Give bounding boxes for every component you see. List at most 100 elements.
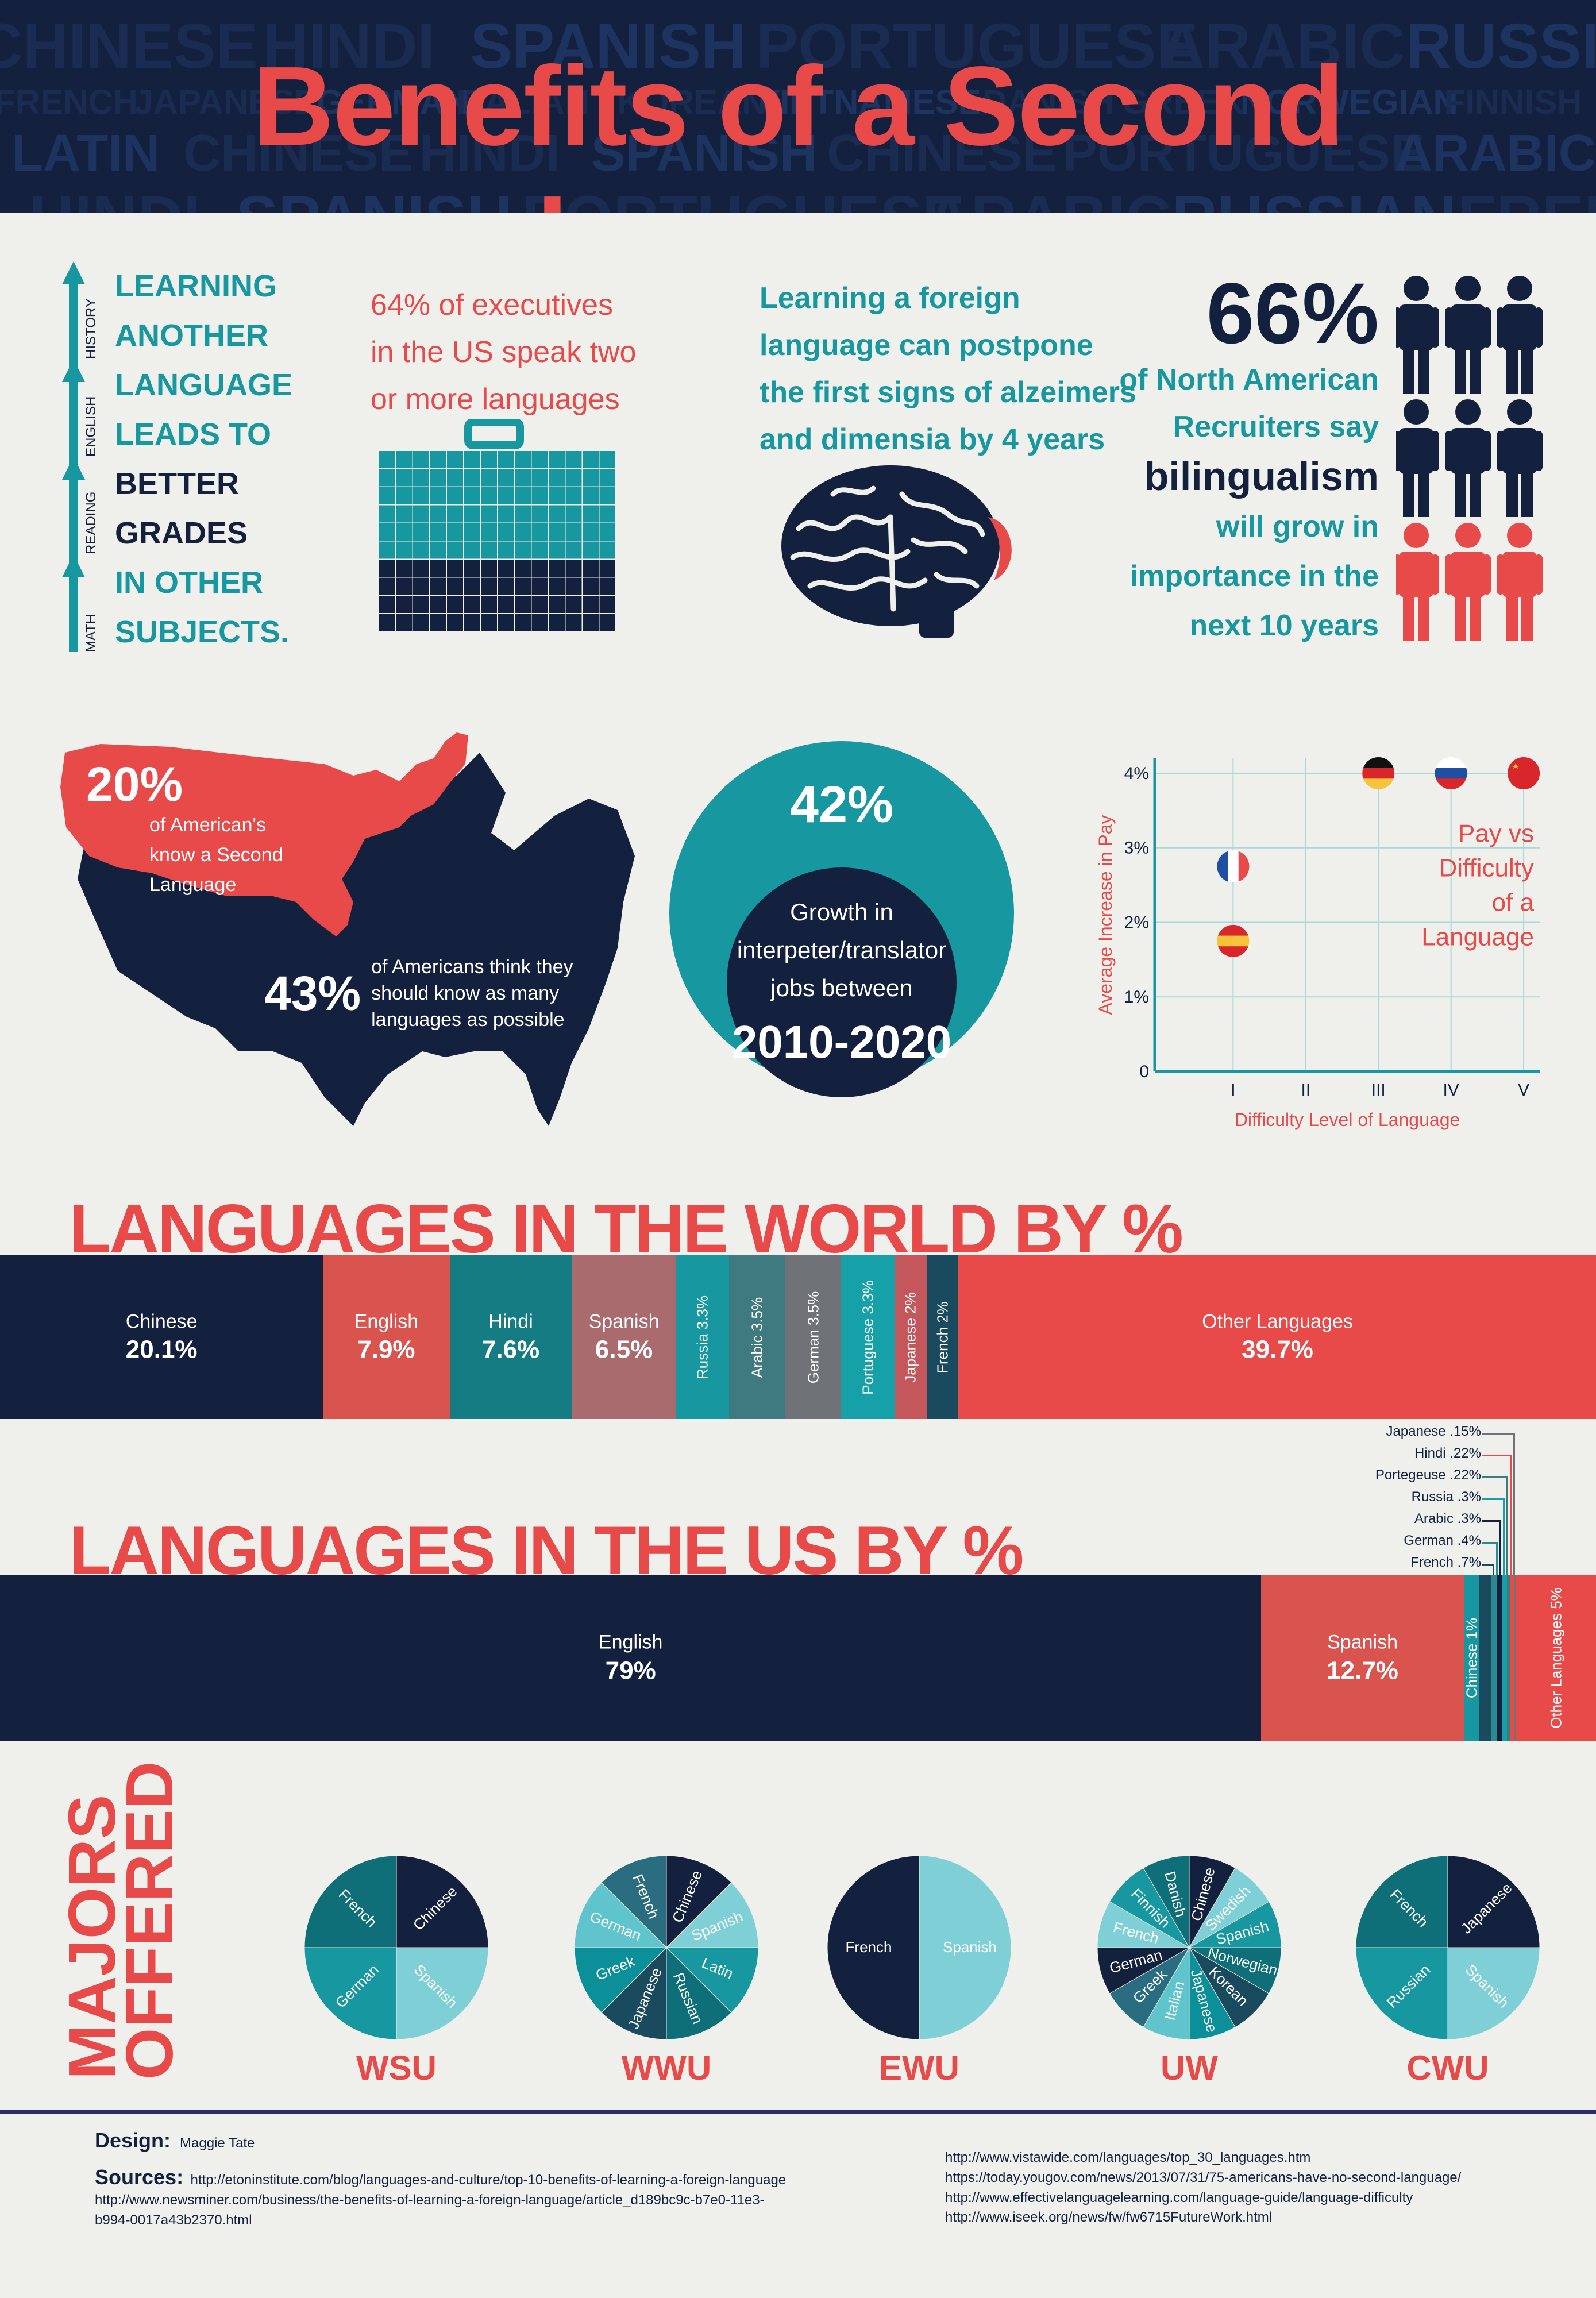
majors-pies: Chinese Spanish German French WSU Chinese Span… [0, 1810, 1596, 2087]
map-stat2-lines-line: languages as possible [371, 1009, 565, 1031]
executives-text: 64% of executives in the US speak two or m… [371, 282, 636, 423]
briefcase-cell [583, 614, 599, 631]
band-segment-portuguese: Portuguese 3.3% [841, 1255, 895, 1419]
header-word: PORTUGUESE [522, 183, 964, 213]
chart-y-tick: 1% [1124, 988, 1149, 1007]
map-stat2-lines-line: should know as many [371, 982, 560, 1004]
header-word: JAPANESE [134, 83, 317, 121]
map-stat-1: 20% of American's know a Second Language [86, 758, 283, 900]
briefcase-cell [379, 487, 395, 504]
briefcase-handle [464, 419, 524, 449]
briefcase-cell [515, 469, 531, 487]
chart-x-tick: V [1518, 1081, 1529, 1100]
grades-line: LEADS TO [115, 417, 272, 452]
band-label: Chinese 20.1% [0, 1309, 323, 1366]
map-stat2-lines-line: of Americans think they [371, 956, 573, 978]
briefcase-cell [515, 487, 531, 504]
band-name: English [354, 1310, 419, 1332]
exec-lines-line: or more languages [371, 383, 620, 416]
person-icon [1497, 523, 1543, 641]
briefcase-cell [379, 614, 395, 631]
sources-right: http://www.vistawide.com/languages/top_3… [945, 2148, 1461, 2230]
exec-lines-line: in the US speak two [371, 336, 637, 369]
grades-line: GRADES [115, 516, 248, 550]
map-stat-2-percent: 43% [264, 966, 361, 1020]
map-stat-1-text: of American's know a Second Language [149, 810, 283, 900]
briefcase-cell [447, 505, 463, 523]
band-name: Other Languages [1547, 1613, 1565, 1729]
briefcase-cell [447, 451, 463, 468]
growth-percent: 42% [789, 776, 894, 834]
growth-lines-line: jobs between [770, 974, 913, 1001]
header-word: PORTUGUESE [1063, 125, 1425, 182]
pie-slice [919, 1855, 1012, 2040]
briefcase-cell [583, 505, 599, 523]
chart-y-tick: 3% [1124, 839, 1149, 858]
chart-point-spain-flag [1217, 924, 1250, 957]
briefcase-cell [599, 451, 615, 468]
briefcase-cell [549, 523, 565, 541]
briefcase-cell [599, 596, 615, 613]
grades-line: LEARNING [115, 269, 277, 303]
pie-slice-label: French [846, 1938, 892, 1956]
header-word: ARABIC [925, 183, 1171, 213]
briefcase-cell [464, 541, 480, 559]
us-callout-label: Portegeuse .22% [1375, 1467, 1481, 1483]
briefcase-cell [396, 577, 413, 595]
header-word: DANISH [982, 83, 1115, 121]
pie-slice [666, 1946, 732, 2040]
band-segment-english: English 7.9% [322, 1255, 450, 1419]
band-name: Spanish [1327, 1631, 1398, 1653]
us-callout-label: Japanese .15% [1386, 1424, 1481, 1439]
briefcase-cell [413, 469, 429, 487]
grades-section: HISTORY ENGLISH READING MATH LEARNING ANOTHE… [57, 261, 292, 664]
grades-line: SUBJECTS. [115, 615, 290, 649]
band-segment-spanish: Spanish 12.7% [1260, 1575, 1464, 1741]
pie-slice [1355, 1855, 1448, 1948]
header-word: VIETNAMESE [757, 83, 981, 121]
header-word: CHINESE [0, 11, 258, 82]
briefcase-cell [481, 487, 497, 504]
briefcase-cell [379, 560, 395, 577]
band-value: 2% [901, 1291, 919, 1314]
us-callout-label: Russia .3% [1411, 1489, 1481, 1505]
band-value: 3.5% [748, 1297, 766, 1331]
source-link: http://etoninstitute.com/blog/languages-… [190, 2172, 787, 2188]
chart-x-label: Difficulty Level of Language [1235, 1109, 1460, 1130]
header-word: PORTUGUESE [756, 11, 1198, 82]
briefcase-cell [515, 523, 531, 541]
us-callout-label: Hindi .22% [1414, 1445, 1481, 1461]
header-word: RUSSIAN [1172, 183, 1456, 213]
us-callout-label: Arabic .3% [1414, 1511, 1481, 1526]
briefcase-cell [481, 505, 497, 523]
growth-lines-line: interpeter/translator [737, 936, 947, 963]
person-icon [1396, 276, 1439, 394]
briefcase-cell [379, 505, 395, 523]
briefcase-cell [549, 541, 565, 559]
us-callout-leader [1482, 1520, 1501, 1522]
briefcase-cell [583, 541, 599, 559]
chart-x-tick: III [1371, 1081, 1386, 1100]
recruiters-line: Recruiters say [1173, 410, 1379, 444]
pie-slice [665, 1947, 759, 2013]
header-word: CHINESE [827, 125, 1057, 182]
us-callout-leader [1482, 1542, 1497, 1544]
briefcase-cell [583, 451, 599, 468]
briefcase-cell [515, 596, 531, 613]
header-word: FINNISH [1444, 83, 1582, 121]
header-word: NORWEGIAN [1240, 83, 1458, 121]
briefcase-cell [583, 560, 599, 577]
pie-name-ewu: EWU [879, 2049, 959, 2087]
band-label: English 7.9% [323, 1309, 450, 1366]
briefcase-cell [565, 523, 582, 541]
briefcase-cell [565, 560, 582, 577]
pie-slice [304, 1947, 397, 2040]
briefcase-cell [413, 487, 429, 504]
briefcase-cell [481, 560, 497, 577]
briefcase-cell [549, 505, 565, 523]
header-banner: CHINESE HINDI SPANISH PORTUGUESE ARABIC RUSSI… [0, 0, 1596, 213]
briefcase-cell [430, 596, 446, 613]
person-icon [1396, 523, 1439, 641]
briefcase-cell [599, 614, 615, 631]
